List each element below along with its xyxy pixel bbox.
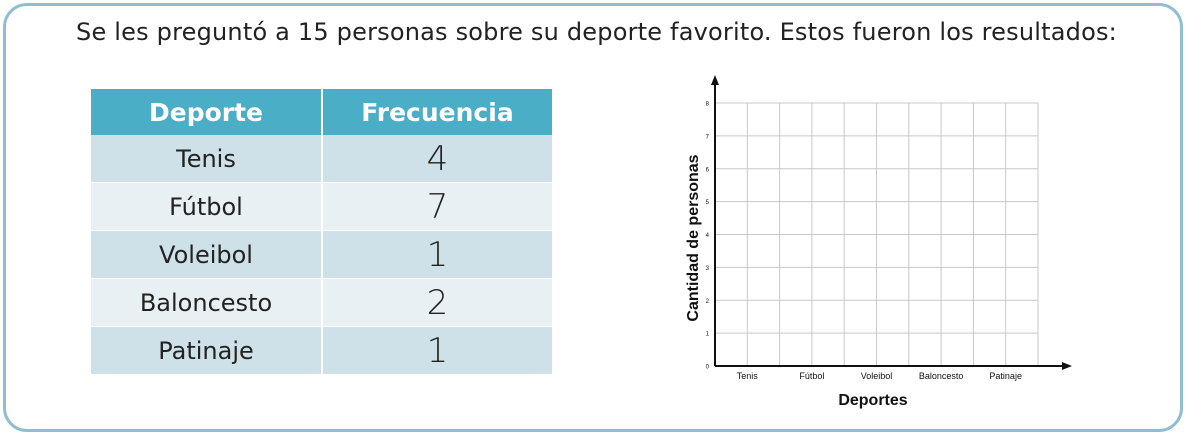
x-tick-label: Patinaje bbox=[989, 371, 1022, 381]
y-tick-label: 5 bbox=[706, 200, 710, 206]
column-header-frequency: Frecuencia bbox=[322, 89, 552, 135]
sport-cell: Voleibol bbox=[91, 231, 322, 279]
y-tick-label: 0 bbox=[706, 365, 710, 371]
y-tick-label: 7 bbox=[706, 134, 710, 140]
table-header-row: Deporte Frecuencia bbox=[91, 89, 552, 135]
y-tick-label: 3 bbox=[706, 266, 710, 272]
sport-cell: Patinaje bbox=[91, 327, 322, 375]
frequency-table: Deporte Frecuencia Tenis 4 Fútbol 7 Vole… bbox=[91, 89, 552, 375]
frequency-cell: 2 bbox=[322, 279, 552, 327]
frequency-cell: 1 bbox=[322, 231, 552, 279]
y-tick-label: 4 bbox=[706, 233, 710, 239]
x-tick-label: Tenis bbox=[737, 371, 759, 381]
frequency-cell: 7 bbox=[322, 183, 552, 231]
table-row: Patinaje 1 bbox=[91, 327, 552, 375]
y-axis-title: Cantidad de personas bbox=[685, 154, 702, 321]
x-tick-label: Fútbol bbox=[799, 371, 824, 381]
y-tick-label: 2 bbox=[706, 299, 710, 305]
column-header-sport: Deporte bbox=[91, 89, 322, 135]
x-axis-title: Deportes bbox=[838, 392, 907, 409]
table-row: Baloncesto 2 bbox=[91, 279, 552, 327]
chart-grid bbox=[715, 103, 1038, 366]
x-tick-label: Voleibol bbox=[861, 371, 893, 381]
x-tick-labels: Tenis Fútbol Voleibol Baloncesto Patinaje bbox=[737, 371, 1022, 381]
sport-cell: Baloncesto bbox=[91, 279, 322, 327]
y-tick-label: 8 bbox=[706, 102, 710, 108]
y-axis-arrow bbox=[711, 75, 719, 85]
y-tick-labels: 0 1 2 3 4 5 6 7 8 bbox=[706, 102, 710, 371]
table-row: Voleibol 1 bbox=[91, 231, 552, 279]
x-tick-label: Baloncesto bbox=[919, 371, 964, 381]
table-row: Tenis 4 bbox=[91, 135, 552, 183]
sport-cell: Fútbol bbox=[91, 183, 322, 231]
y-tick-label: 1 bbox=[706, 332, 710, 338]
bar-chart-grid: 0 1 2 3 4 5 6 7 8 Tenis Fútbol Voleibol Baloncesto P… bbox=[680, 74, 1080, 419]
question-prompt: Se les preguntó a 15 personas sobre su d… bbox=[0, 18, 1193, 46]
sport-cell: Tenis bbox=[91, 135, 322, 183]
y-tick-label: 6 bbox=[706, 167, 710, 173]
frequency-cell: 1 bbox=[322, 327, 552, 375]
x-axis-arrow bbox=[1062, 362, 1072, 370]
table-row: Fútbol 7 bbox=[91, 183, 552, 231]
chart-axes bbox=[711, 75, 1072, 370]
frequency-cell: 4 bbox=[322, 135, 552, 183]
